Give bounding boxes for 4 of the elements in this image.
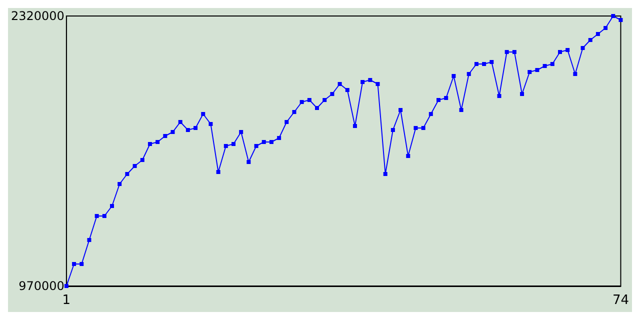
- y-tick-label: 970000: [18, 279, 64, 293]
- x-tick-label: 1: [62, 293, 71, 308]
- y-tick-label: 2320000: [10, 9, 64, 23]
- x-tick-label: 74: [612, 293, 629, 308]
